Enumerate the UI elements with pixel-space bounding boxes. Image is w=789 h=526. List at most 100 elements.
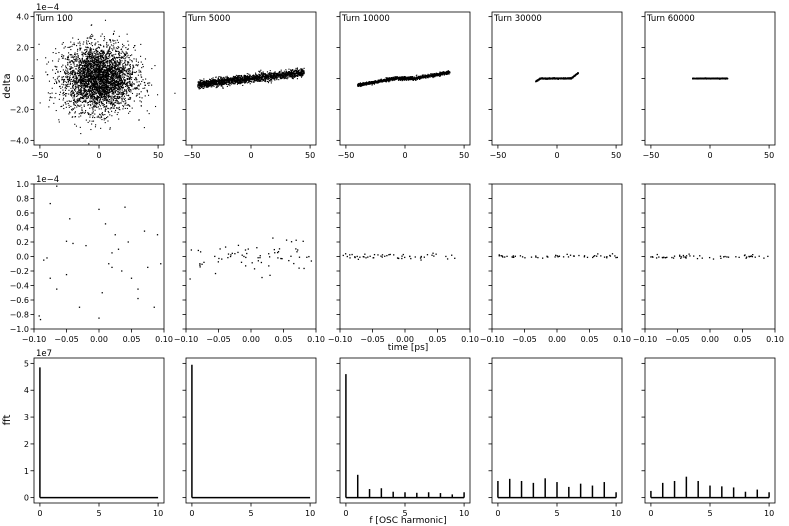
data-point <box>249 78 251 80</box>
data-point <box>110 59 112 61</box>
data-point <box>111 102 113 104</box>
data-point <box>117 67 119 69</box>
data-point <box>118 79 120 81</box>
data-point <box>116 84 119 86</box>
data-point <box>105 108 107 111</box>
data-point <box>110 62 113 64</box>
data-point <box>100 72 102 74</box>
data-point <box>111 73 113 75</box>
data-point <box>73 42 75 44</box>
data-point <box>111 89 113 91</box>
data-point <box>100 81 102 83</box>
data-point <box>61 43 63 45</box>
data-point <box>251 81 253 83</box>
data-point <box>76 53 78 55</box>
data-point <box>74 101 76 103</box>
data-point <box>91 112 93 114</box>
data-point <box>101 65 104 67</box>
data-point <box>218 79 221 81</box>
data-point <box>124 79 126 82</box>
data-point <box>89 79 91 81</box>
data-point <box>92 93 94 96</box>
data-point <box>113 57 115 59</box>
data-point <box>101 116 103 118</box>
data-point <box>110 41 112 43</box>
data-point <box>122 87 124 89</box>
data-point <box>128 44 130 46</box>
data-point <box>113 93 115 95</box>
data-point <box>93 75 95 78</box>
data-point <box>88 77 90 79</box>
data-point <box>91 120 93 122</box>
data-point <box>112 102 114 104</box>
data-point <box>89 120 91 122</box>
data-point <box>137 85 139 87</box>
data-point <box>78 71 80 73</box>
data-point <box>84 67 87 69</box>
data-point <box>85 53 87 56</box>
data-point <box>61 77 63 79</box>
data-point <box>106 73 108 76</box>
data-point <box>117 76 119 78</box>
data-point <box>39 102 41 104</box>
data-point <box>112 96 114 98</box>
data-point <box>92 116 94 119</box>
data-point <box>137 64 139 66</box>
data-point <box>114 88 116 90</box>
data-point <box>132 64 134 66</box>
data-point <box>283 73 285 75</box>
data-point <box>128 62 130 64</box>
data-point <box>283 78 285 80</box>
data-point <box>257 75 259 77</box>
data-point <box>101 51 103 53</box>
data-point <box>93 67 95 69</box>
data-point <box>147 82 149 84</box>
data-point <box>114 80 116 82</box>
data-point <box>89 70 91 72</box>
data-point <box>67 73 69 75</box>
data-point <box>280 77 282 79</box>
data-point <box>107 116 109 118</box>
data-point <box>107 75 110 77</box>
data-point <box>222 82 224 84</box>
data-point <box>197 83 199 86</box>
data-point <box>79 85 81 87</box>
data-point <box>106 62 108 64</box>
data-point <box>68 104 70 106</box>
data-point <box>258 70 260 72</box>
data-point <box>111 110 113 112</box>
data-point <box>293 76 295 78</box>
data-point <box>77 91 80 93</box>
data-point <box>108 39 111 41</box>
data-point <box>128 70 130 72</box>
data-point <box>63 107 65 110</box>
data-point <box>90 82 92 84</box>
data-point <box>98 62 100 64</box>
data-point <box>75 57 77 59</box>
data-point <box>101 71 103 73</box>
data-point <box>94 93 96 95</box>
data-point <box>100 74 102 76</box>
data-point <box>239 77 241 79</box>
data-point <box>85 78 87 80</box>
data-point <box>110 52 112 54</box>
data-point <box>91 83 93 85</box>
data-point <box>92 79 94 81</box>
data-point <box>112 58 114 60</box>
data-point <box>78 61 80 63</box>
data-point <box>102 61 104 63</box>
data-point <box>119 73 121 75</box>
data-point <box>117 61 119 63</box>
data-point <box>151 84 153 86</box>
data-point <box>75 93 78 95</box>
data-point <box>92 76 94 78</box>
data-point <box>88 91 91 93</box>
data-point <box>242 84 244 87</box>
data-point <box>109 127 111 129</box>
data-point <box>62 57 64 59</box>
data-point <box>84 70 86 72</box>
data-point <box>236 80 238 82</box>
data-point <box>111 48 113 50</box>
data-point <box>106 95 108 97</box>
data-point <box>122 57 124 59</box>
